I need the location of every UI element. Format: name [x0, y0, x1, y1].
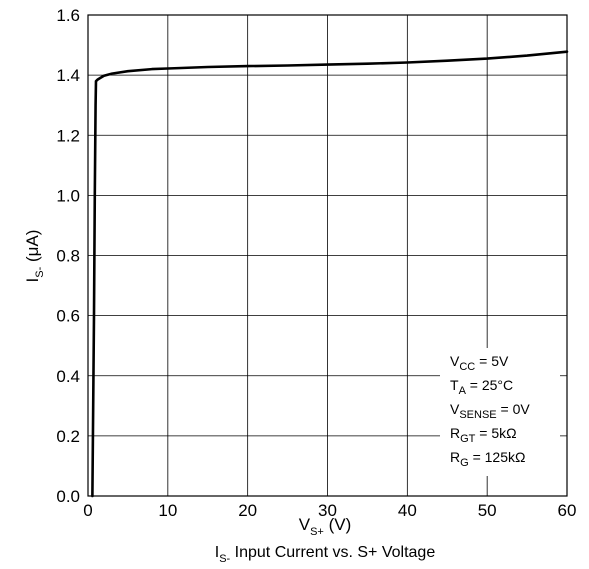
y-tick-labels: 0.0 0.2 0.4 0.6 0.8 1.0 1.2 1.4 1.6: [56, 6, 80, 506]
condition-line: RG = 125kΩ: [450, 449, 525, 469]
x-tick-label: 20: [238, 501, 257, 520]
x-axis-label: VS+ (V): [299, 515, 352, 538]
grid: [87, 14, 568, 497]
x-tick-label: 40: [398, 501, 417, 520]
y-tick-label: 0.8: [56, 247, 80, 266]
y-tick-label: 0.6: [56, 307, 80, 326]
condition-line: RGT = 5kΩ: [450, 425, 517, 445]
plot-border: [87, 14, 568, 497]
x-tick-label: 30: [318, 501, 337, 520]
y-tick-label: 1.4: [56, 66, 80, 85]
y-tick-label: 0.0: [56, 487, 80, 506]
condition-line: VSENSE = 0V: [450, 401, 530, 421]
conditions-box: [440, 348, 560, 476]
test-conditions: VCC = 5V TA = 25°C VSENSE = 0V RGT = 5kΩ RG …: [450, 353, 530, 469]
condition-line: VCC = 5V: [450, 353, 509, 373]
y-tick-label: 0.4: [56, 367, 80, 386]
x-tick-label: 0: [83, 501, 92, 520]
y-axis-label: IS- (μA): [23, 230, 46, 283]
condition-line: TA = 25°C: [450, 377, 513, 397]
x-tick-labels: 0 10 20 30 40 50 60: [83, 501, 576, 520]
chart-caption: IS- Input Current vs. S+ Voltage: [215, 544, 436, 565]
y-tick-label: 1.0: [56, 186, 80, 205]
y-tick-label: 1.2: [56, 126, 80, 145]
x-tick-label: 50: [478, 501, 497, 520]
x-tick-label: 60: [558, 501, 577, 520]
series-line: [91, 50, 569, 498]
x-tick-label: 10: [158, 501, 177, 520]
y-tick-label: 1.6: [56, 6, 80, 25]
y-tick-label: 0.2: [56, 427, 80, 446]
